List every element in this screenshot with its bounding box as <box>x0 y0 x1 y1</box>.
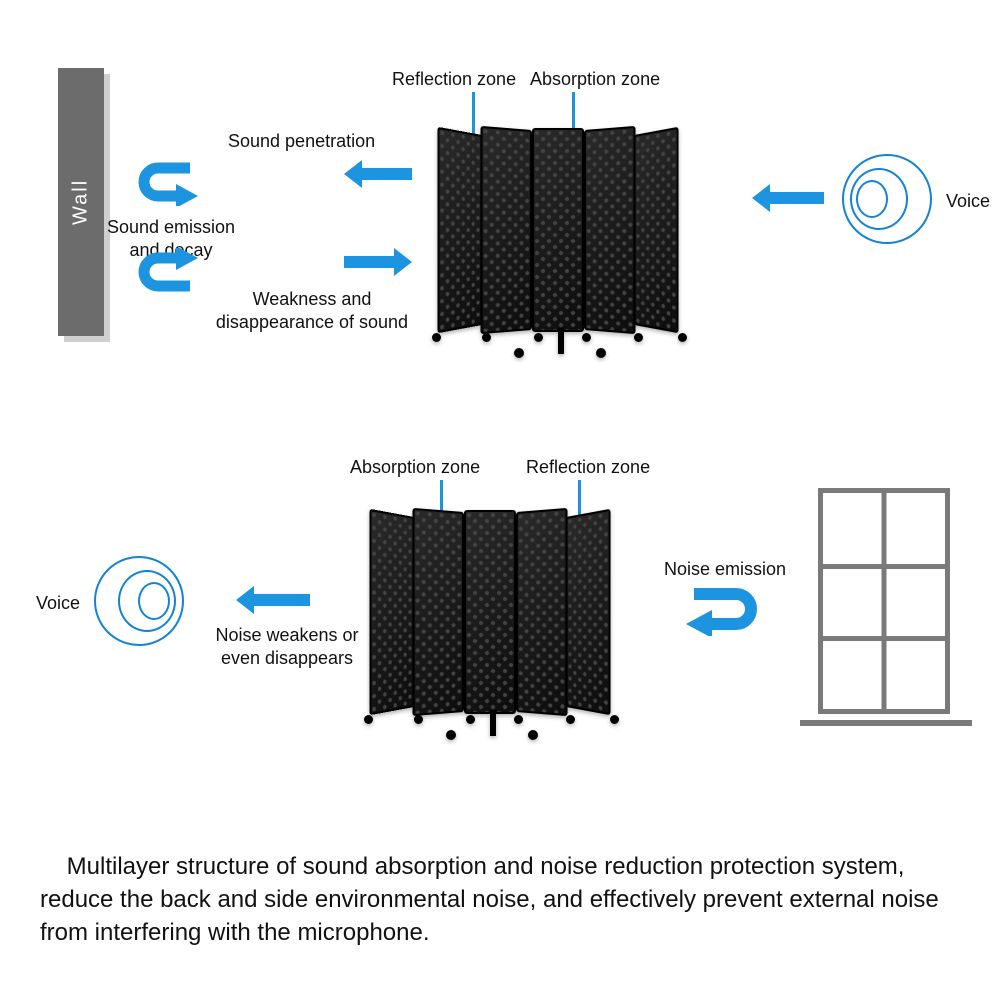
voice-source-icon-bottom <box>84 556 184 656</box>
infographic-canvas: Wall Reflection zone Absorption zone Voi… <box>0 0 1000 1000</box>
isolation-shield-top <box>430 130 690 360</box>
noise-weakens-arrow <box>252 594 310 606</box>
reflection-zone-label-top: Reflection zone <box>392 68 516 91</box>
sound-penetration-arrow <box>360 168 412 180</box>
caption-text: Multilayer structure of sound absorption… <box>40 850 960 949</box>
absorption-zone-label-bottom: Absorption zone <box>350 456 480 479</box>
voice-label-top: Voice <box>946 190 990 213</box>
sound-emission-uturn-icon <box>128 156 208 206</box>
weakness-arrow <box>344 256 396 268</box>
noise-emission-uturn-icon <box>676 582 766 636</box>
weakness-uturn-icon <box>128 248 208 298</box>
window-sill <box>800 720 972 726</box>
reflection-zone-label-bottom: Reflection zone <box>526 456 650 479</box>
isolation-shield-bottom <box>362 512 622 742</box>
noise-emission-label: Noise emission <box>664 558 786 581</box>
voice-arrow-top <box>768 192 824 204</box>
voice-label-bottom: Voice <box>36 592 80 615</box>
noise-weakens-label: Noise weakens or even disappears <box>202 624 372 669</box>
absorption-zone-label-top: Absorption zone <box>530 68 660 91</box>
sound-penetration-label: Sound penetration <box>228 130 375 153</box>
weakness-label: Weakness and disappearance of sound <box>212 288 412 333</box>
wall-label: Wall <box>58 68 104 336</box>
caption-inner: Multilayer structure of sound absorption… <box>40 853 939 946</box>
voice-source-icon-top <box>842 154 942 254</box>
window-icon <box>818 488 950 714</box>
